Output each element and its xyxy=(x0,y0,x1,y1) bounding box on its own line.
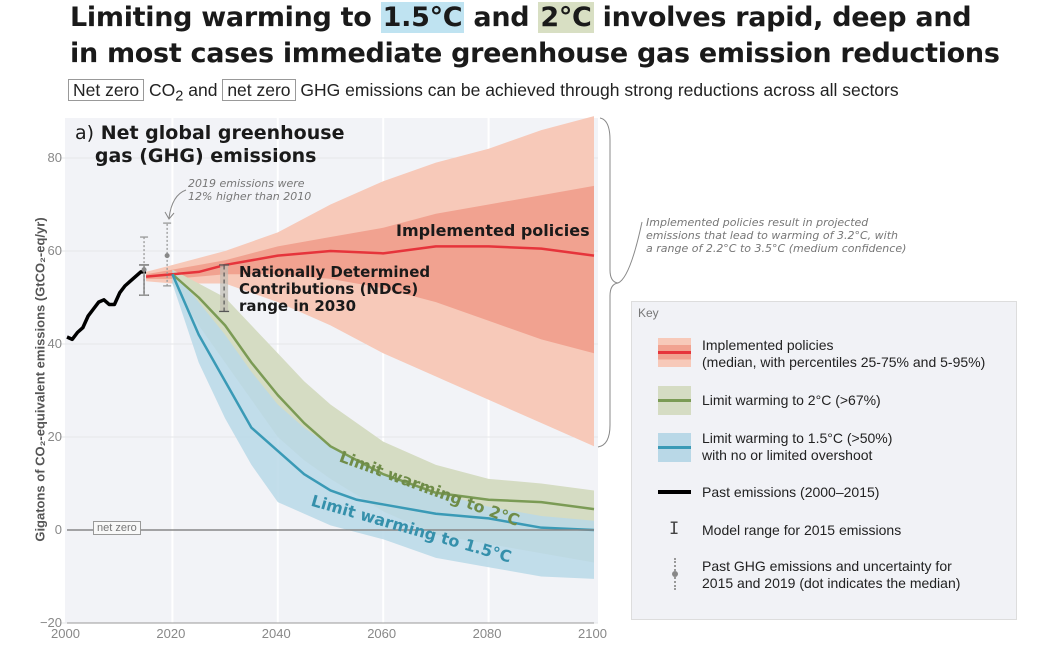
swatch-implemented xyxy=(658,338,691,367)
legend-item-implemented: Implemented policies (median, with percen… xyxy=(702,337,985,371)
c15-band xyxy=(172,269,594,579)
figure-title: Limiting warming to 1.5°C and 2°C involv… xyxy=(70,0,1000,72)
legend-title: Key xyxy=(638,306,659,320)
x-tick-label: 2080 xyxy=(472,626,502,641)
panel-title: a) Net global greenhouse gas (GHG) emiss… xyxy=(75,122,344,168)
note-line: Implemented policies result in projected xyxy=(646,216,869,229)
brace-leader xyxy=(617,221,643,284)
net-zero-box: net zero xyxy=(222,79,296,101)
swatch-2c xyxy=(658,386,691,415)
y-tick-label: 80 xyxy=(47,150,62,165)
y-tick-label: 60 xyxy=(47,243,62,258)
y-tick-label: 20 xyxy=(47,429,62,444)
annotation-implemented: Implemented policies result in projected… xyxy=(646,216,906,255)
title-highlight-15c: 1.5°C xyxy=(380,2,465,33)
annotation-2019: 2019 emissions were 12% higher than 2010 xyxy=(188,177,311,203)
note-line: emissions that lead to warming of 3.2°C,… xyxy=(646,229,898,242)
swatch-15c xyxy=(658,433,691,462)
title-text: Limiting warming to xyxy=(70,2,381,33)
x-tick-label: 2020 xyxy=(156,626,186,641)
arrow-2019 xyxy=(164,189,187,220)
c2-median-line xyxy=(171,273,595,511)
error-bar-icon: I xyxy=(669,519,680,539)
implemented-median-line xyxy=(145,245,595,278)
y-tick-label: 0 xyxy=(54,522,62,537)
note-line: 2019 emissions were xyxy=(188,177,305,190)
c2-band xyxy=(172,269,594,563)
subtitle-text: CO xyxy=(144,80,176,100)
ndc-l1: Nationally Determined xyxy=(239,263,431,281)
subtitle-text: and xyxy=(183,80,223,100)
swatch-past xyxy=(658,490,691,494)
past-uncertainty-median-dot xyxy=(141,267,147,273)
title-text: and xyxy=(464,2,539,33)
label-ndc: Nationally Determined Contributions (NDCs… xyxy=(239,264,430,315)
note-line: 12% higher than 2010 xyxy=(188,190,312,203)
legend-text: with no or limited overshoot xyxy=(702,447,873,463)
panel-title-l2: gas (GHG) emissions xyxy=(94,145,317,167)
title-line2: in most cases immediate greenhouse gas e… xyxy=(70,38,1000,69)
legend-text: Implemented policies xyxy=(702,337,834,353)
x-tick-label: 2060 xyxy=(367,626,397,641)
dotted-range-icon xyxy=(672,558,678,590)
legend-item-15c: Limit warming to 1.5°C (>50%) with no or … xyxy=(702,430,892,464)
ndc-l3: range in 2030 xyxy=(239,297,357,315)
x-tick-label: 2100 xyxy=(578,626,607,641)
legend-item-model-range: Model range for 2015 emissions xyxy=(702,522,902,538)
note-line: a range of 2.2°C to 3.5°C (medium confid… xyxy=(646,242,907,255)
net-zero-box: Net zero xyxy=(68,79,145,101)
legend-text: Past GHG emissions and uncertainty for xyxy=(702,558,952,574)
legend: Key Implemented policies (median, with pe… xyxy=(631,301,1017,620)
legend-text: Limit warming to 1.5°C (>50%) xyxy=(702,430,893,446)
legend-text: (median, with percentiles 25-75% and 5-9… xyxy=(702,354,986,370)
past-emissions-line xyxy=(66,270,147,342)
legend-item-past-uncertainty: Past GHG emissions and uncertainty for 20… xyxy=(702,558,960,592)
net-zero-label: net zero xyxy=(93,521,141,535)
c15-median-line xyxy=(171,273,595,532)
ndc-l2: Contributions (NDCs) xyxy=(239,280,419,298)
panel-label: a) xyxy=(75,122,95,144)
y-axis-label: Gigatons of CO₂-equivalent emissions (Gt… xyxy=(32,217,48,542)
title-highlight-2c: 2°C xyxy=(538,2,594,33)
subscript: 2 xyxy=(175,88,184,105)
subtitle-text: GHG emissions can be achieved through st… xyxy=(295,80,899,100)
implemented-band-25-75 xyxy=(146,185,595,354)
x-tick-label: 2040 xyxy=(261,626,291,641)
subtitle: Net zero CO2 and net zero GHG emissions … xyxy=(68,79,899,105)
legend-item-past: Past emissions (2000–2015) xyxy=(702,484,880,500)
label-implemented: Implemented policies xyxy=(396,221,590,240)
past-uncertainty-median-dot xyxy=(164,253,170,259)
x-tick-label: 2000 xyxy=(51,626,80,641)
brace xyxy=(597,117,619,448)
legend-text: 2015 and 2019 (dot indicates the median) xyxy=(702,575,961,591)
legend-item-2c: Limit warming to 2°C (>67%) xyxy=(702,392,881,408)
y-tick-label: 40 xyxy=(47,336,62,351)
title-text: involves rapid, deep and xyxy=(593,2,972,33)
y-tick-label: −20 xyxy=(39,615,62,630)
panel-title-l1: Net global greenhouse xyxy=(100,122,345,144)
